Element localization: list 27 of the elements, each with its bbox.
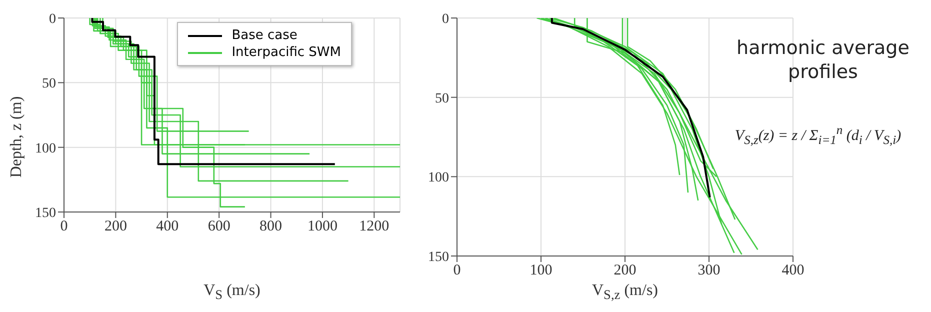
- x-axis-title: V$_{S,z}$ (m/s): [590, 282, 659, 304]
- x-tick-label: 400: [156, 218, 179, 235]
- x-tick-label: 0: [60, 218, 68, 235]
- y-tick-label: 50: [435, 91, 449, 106]
- y-tick-label: 50: [42, 76, 56, 92]
- y-tick-label: 150: [428, 250, 449, 265]
- y-axis-title: Depth, z (m): [8, 95, 26, 180]
- y-tick-label: 100: [35, 141, 56, 156]
- x-tick-label: 400: [782, 262, 804, 279]
- x-tick-label: 1000: [307, 218, 338, 235]
- y-tick-label: 150: [35, 206, 56, 221]
- x-tick-label: 200: [614, 262, 636, 279]
- annotation: harmonic average profiles: [736, 36, 910, 84]
- y-tick-label: 100: [428, 170, 449, 186]
- x-tick-label: 100: [530, 262, 552, 279]
- legend-label: Interpacific SWM: [232, 45, 341, 60]
- legend-label: Base case: [232, 28, 298, 43]
- y-tick-label: 0: [442, 12, 449, 27]
- x-tick-label: 0: [453, 262, 461, 279]
- x-tick-label: 600: [208, 218, 230, 235]
- x-tick-label: 800: [260, 218, 282, 235]
- x-tick-label: 300: [698, 262, 720, 279]
- y-tick-label: 0: [49, 12, 56, 27]
- x-tick-label: 1200: [359, 218, 390, 235]
- text: V$_{S,z}$(z) = z / Σ$_{i=1}$$^{n}$ (d$_{i}$ / V$_{S,i}$): [734, 123, 902, 147]
- x-tick-label: 200: [104, 218, 127, 235]
- x-axis-title: V$_{S}$ (m/s): [202, 282, 262, 304]
